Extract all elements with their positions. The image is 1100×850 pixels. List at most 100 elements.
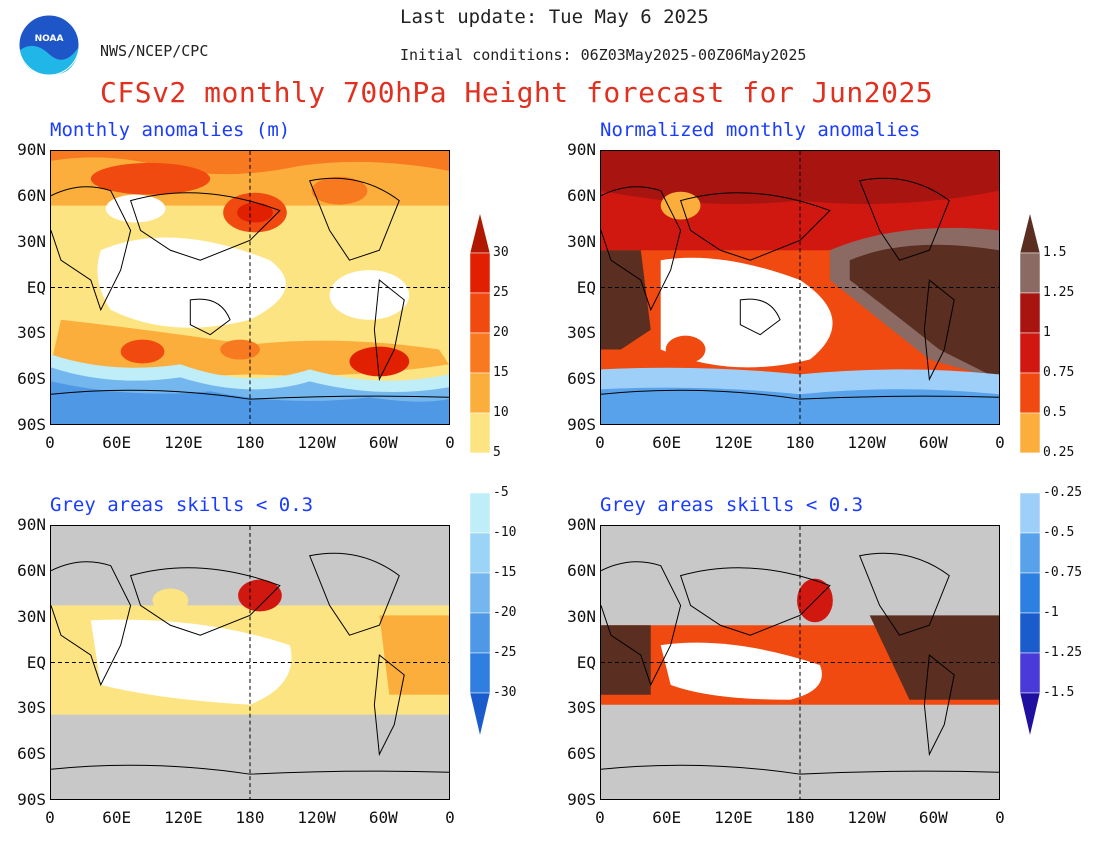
colorbar-segment xyxy=(1020,412,1040,454)
colorbar-label: -1.25 xyxy=(1043,645,1083,660)
colorbar-label: -1 xyxy=(1043,605,1059,620)
lat-label: 90N xyxy=(567,515,596,534)
colorbar-bottom-arrow xyxy=(1020,692,1040,736)
lat-label: 60N xyxy=(17,185,46,205)
lon-label: 60W xyxy=(918,808,948,827)
lon-label: 60E xyxy=(652,433,682,452)
lat-label: 60S xyxy=(17,744,46,764)
lon-label: 120E xyxy=(164,808,203,827)
colorbar-label: 0.75 xyxy=(1043,365,1075,380)
colorbar-label: -0.5 xyxy=(1043,525,1075,540)
colorbar-svg xyxy=(1020,213,1040,736)
lon-label: 0 xyxy=(45,433,55,452)
lat-label: 60N xyxy=(17,560,46,580)
colorbar-label: 1.25 xyxy=(1043,285,1075,300)
colorbar-label: -20 xyxy=(493,605,517,620)
lon-label: 120W xyxy=(297,808,336,827)
colorbar-label: -30 xyxy=(493,685,517,700)
lat-label: EQ xyxy=(576,277,596,297)
colorbar-segment xyxy=(470,292,490,334)
map-panel-normalized xyxy=(600,150,1000,425)
colorbar-label: 15 xyxy=(493,365,509,380)
lat-label: 90S xyxy=(567,415,596,434)
lon-label: 60E xyxy=(652,808,682,827)
lat-label: 30N xyxy=(17,231,46,251)
colorbar-segment xyxy=(1020,652,1040,694)
lon-label: 0 xyxy=(595,433,605,452)
lon-label: 60E xyxy=(102,808,132,827)
colorbar-segment xyxy=(470,612,490,654)
lat-label: 90N xyxy=(567,140,596,159)
lat-label: 90S xyxy=(17,790,46,809)
lat-label: 60N xyxy=(567,560,596,580)
colorbar-label: -25 xyxy=(493,645,517,660)
lon-label: 60E xyxy=(102,433,132,452)
lat-label: EQ xyxy=(26,652,46,672)
lon-label: 0 xyxy=(445,433,455,452)
lon-label: 180 xyxy=(785,433,815,452)
lat-label: 30S xyxy=(567,698,596,718)
colorbar-label: 30 xyxy=(493,245,509,260)
colorbar-label: -0.75 xyxy=(1043,565,1083,580)
colorbar-segment xyxy=(470,652,490,694)
panel-title-skill-right: Grey areas skills < 0.3 xyxy=(600,494,864,516)
lon-label: 0 xyxy=(445,808,455,827)
lon-label: 0 xyxy=(45,808,55,827)
colorbar-label: 0.5 xyxy=(1043,405,1067,420)
colorbar-segment xyxy=(470,332,490,374)
lat-label: 60S xyxy=(567,369,596,389)
colorbar-segment xyxy=(470,492,490,534)
lat-label: 30S xyxy=(17,323,46,343)
colorbar-label: -5 xyxy=(493,485,509,500)
colorbar-segment xyxy=(470,452,490,494)
colorbar-svg xyxy=(470,213,490,736)
lon-label: 120W xyxy=(297,433,336,452)
lon-label: 120W xyxy=(847,808,886,827)
lat-label: 30S xyxy=(17,698,46,718)
lon-label: 0 xyxy=(595,808,605,827)
colorbar-segment xyxy=(470,532,490,574)
map-panel-skill-anomalies xyxy=(50,525,450,800)
lon-label: 120E xyxy=(714,808,753,827)
lon-label: 180 xyxy=(235,808,265,827)
lat-label: EQ xyxy=(26,277,46,297)
lon-label: 180 xyxy=(785,808,815,827)
lat-label: 90S xyxy=(567,790,596,809)
colorbar-segment xyxy=(1020,292,1040,334)
lat-label: 60S xyxy=(567,744,596,764)
map-panel-anomalies xyxy=(50,150,450,425)
lon-label: 120E xyxy=(714,433,753,452)
colorbar-label: 1.5 xyxy=(1043,245,1067,260)
colorbar-segment xyxy=(1020,572,1040,614)
lon-label: 0 xyxy=(995,808,1005,827)
lat-label: 30N xyxy=(17,606,46,626)
lon-label: 60W xyxy=(368,808,398,827)
colorbar-segment xyxy=(1020,372,1040,414)
map-panel-skill-normalized xyxy=(600,525,1000,800)
lat-label: 30N xyxy=(567,606,596,626)
colorbar-segment xyxy=(1020,332,1040,374)
lat-label: 90N xyxy=(17,515,46,534)
panel-title-anomalies: Monthly anomalies (m) xyxy=(50,119,291,141)
page-title: CFSv2 monthly 700hPa Height forecast for… xyxy=(100,76,934,109)
lat-label: 60S xyxy=(17,369,46,389)
colorbar-label: -15 xyxy=(493,565,517,580)
colorbar-label: -1.5 xyxy=(1043,685,1075,700)
colorbar-segment xyxy=(470,252,490,294)
lat-label: 30N xyxy=(567,231,596,251)
colorbar-normalized xyxy=(1020,213,1040,736)
colorbar-segment xyxy=(1020,612,1040,654)
lon-label: 60W xyxy=(918,433,948,452)
initial-conditions-text: Initial conditions: 06Z03May2025-00Z06Ma… xyxy=(400,46,807,64)
logo-text: NOAA xyxy=(35,34,64,44)
colorbar-label: 20 xyxy=(493,325,509,340)
lon-label: 120E xyxy=(164,433,203,452)
colorbar-label: -10 xyxy=(493,525,517,540)
colorbar-label: 5 xyxy=(493,445,501,460)
lon-label: 180 xyxy=(235,433,265,452)
lon-label: 120W xyxy=(847,433,886,452)
lat-label: 90N xyxy=(17,140,46,159)
colorbar-segment xyxy=(1020,492,1040,534)
lat-label: 30S xyxy=(567,323,596,343)
lon-label: 60W xyxy=(368,433,398,452)
